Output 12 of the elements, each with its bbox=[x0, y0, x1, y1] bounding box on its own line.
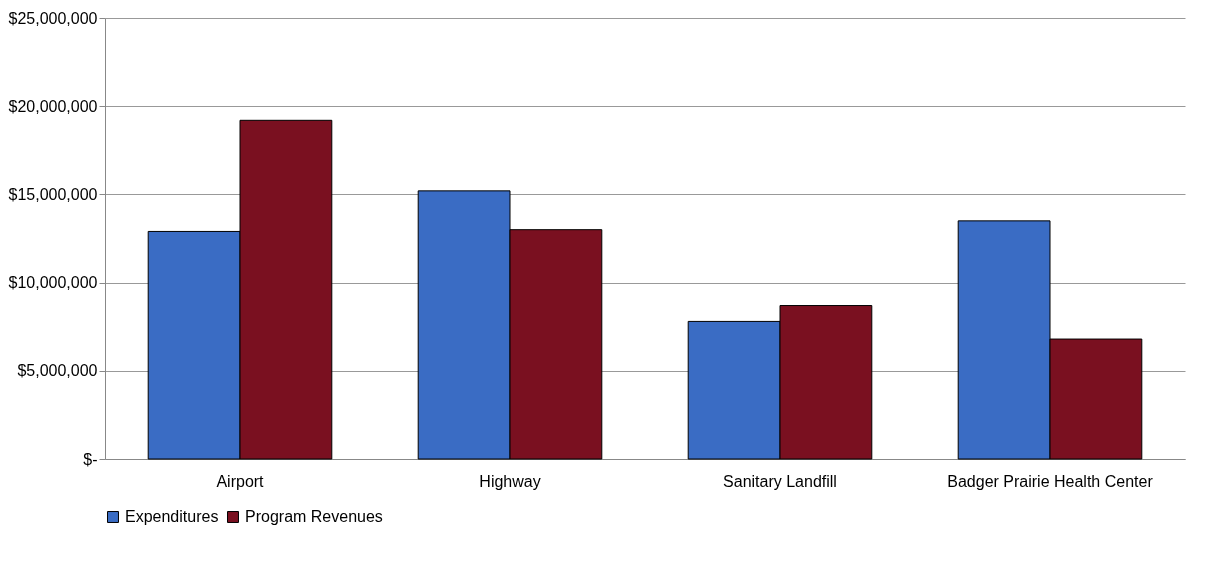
y-tick-label: $15,000,000 bbox=[8, 185, 98, 203]
x-tick-label: Airport bbox=[216, 472, 265, 490]
x-tick-label: Highway bbox=[479, 472, 541, 490]
x-tick-label: Sanitary Landfill bbox=[723, 472, 837, 490]
y-tick-label: $20,000,000 bbox=[8, 97, 98, 115]
legend-label: Program Revenues bbox=[245, 508, 383, 525]
y-tick-label: $25,000,000 bbox=[8, 9, 98, 27]
y-tick-label: $- bbox=[83, 450, 98, 468]
y-tick-label: $10,000,000 bbox=[8, 274, 98, 292]
y-tick-label: $5,000,000 bbox=[17, 362, 98, 380]
x-tick-label: Badger Prairie Health Center bbox=[947, 472, 1154, 490]
legend-label: Expenditures bbox=[125, 508, 219, 525]
